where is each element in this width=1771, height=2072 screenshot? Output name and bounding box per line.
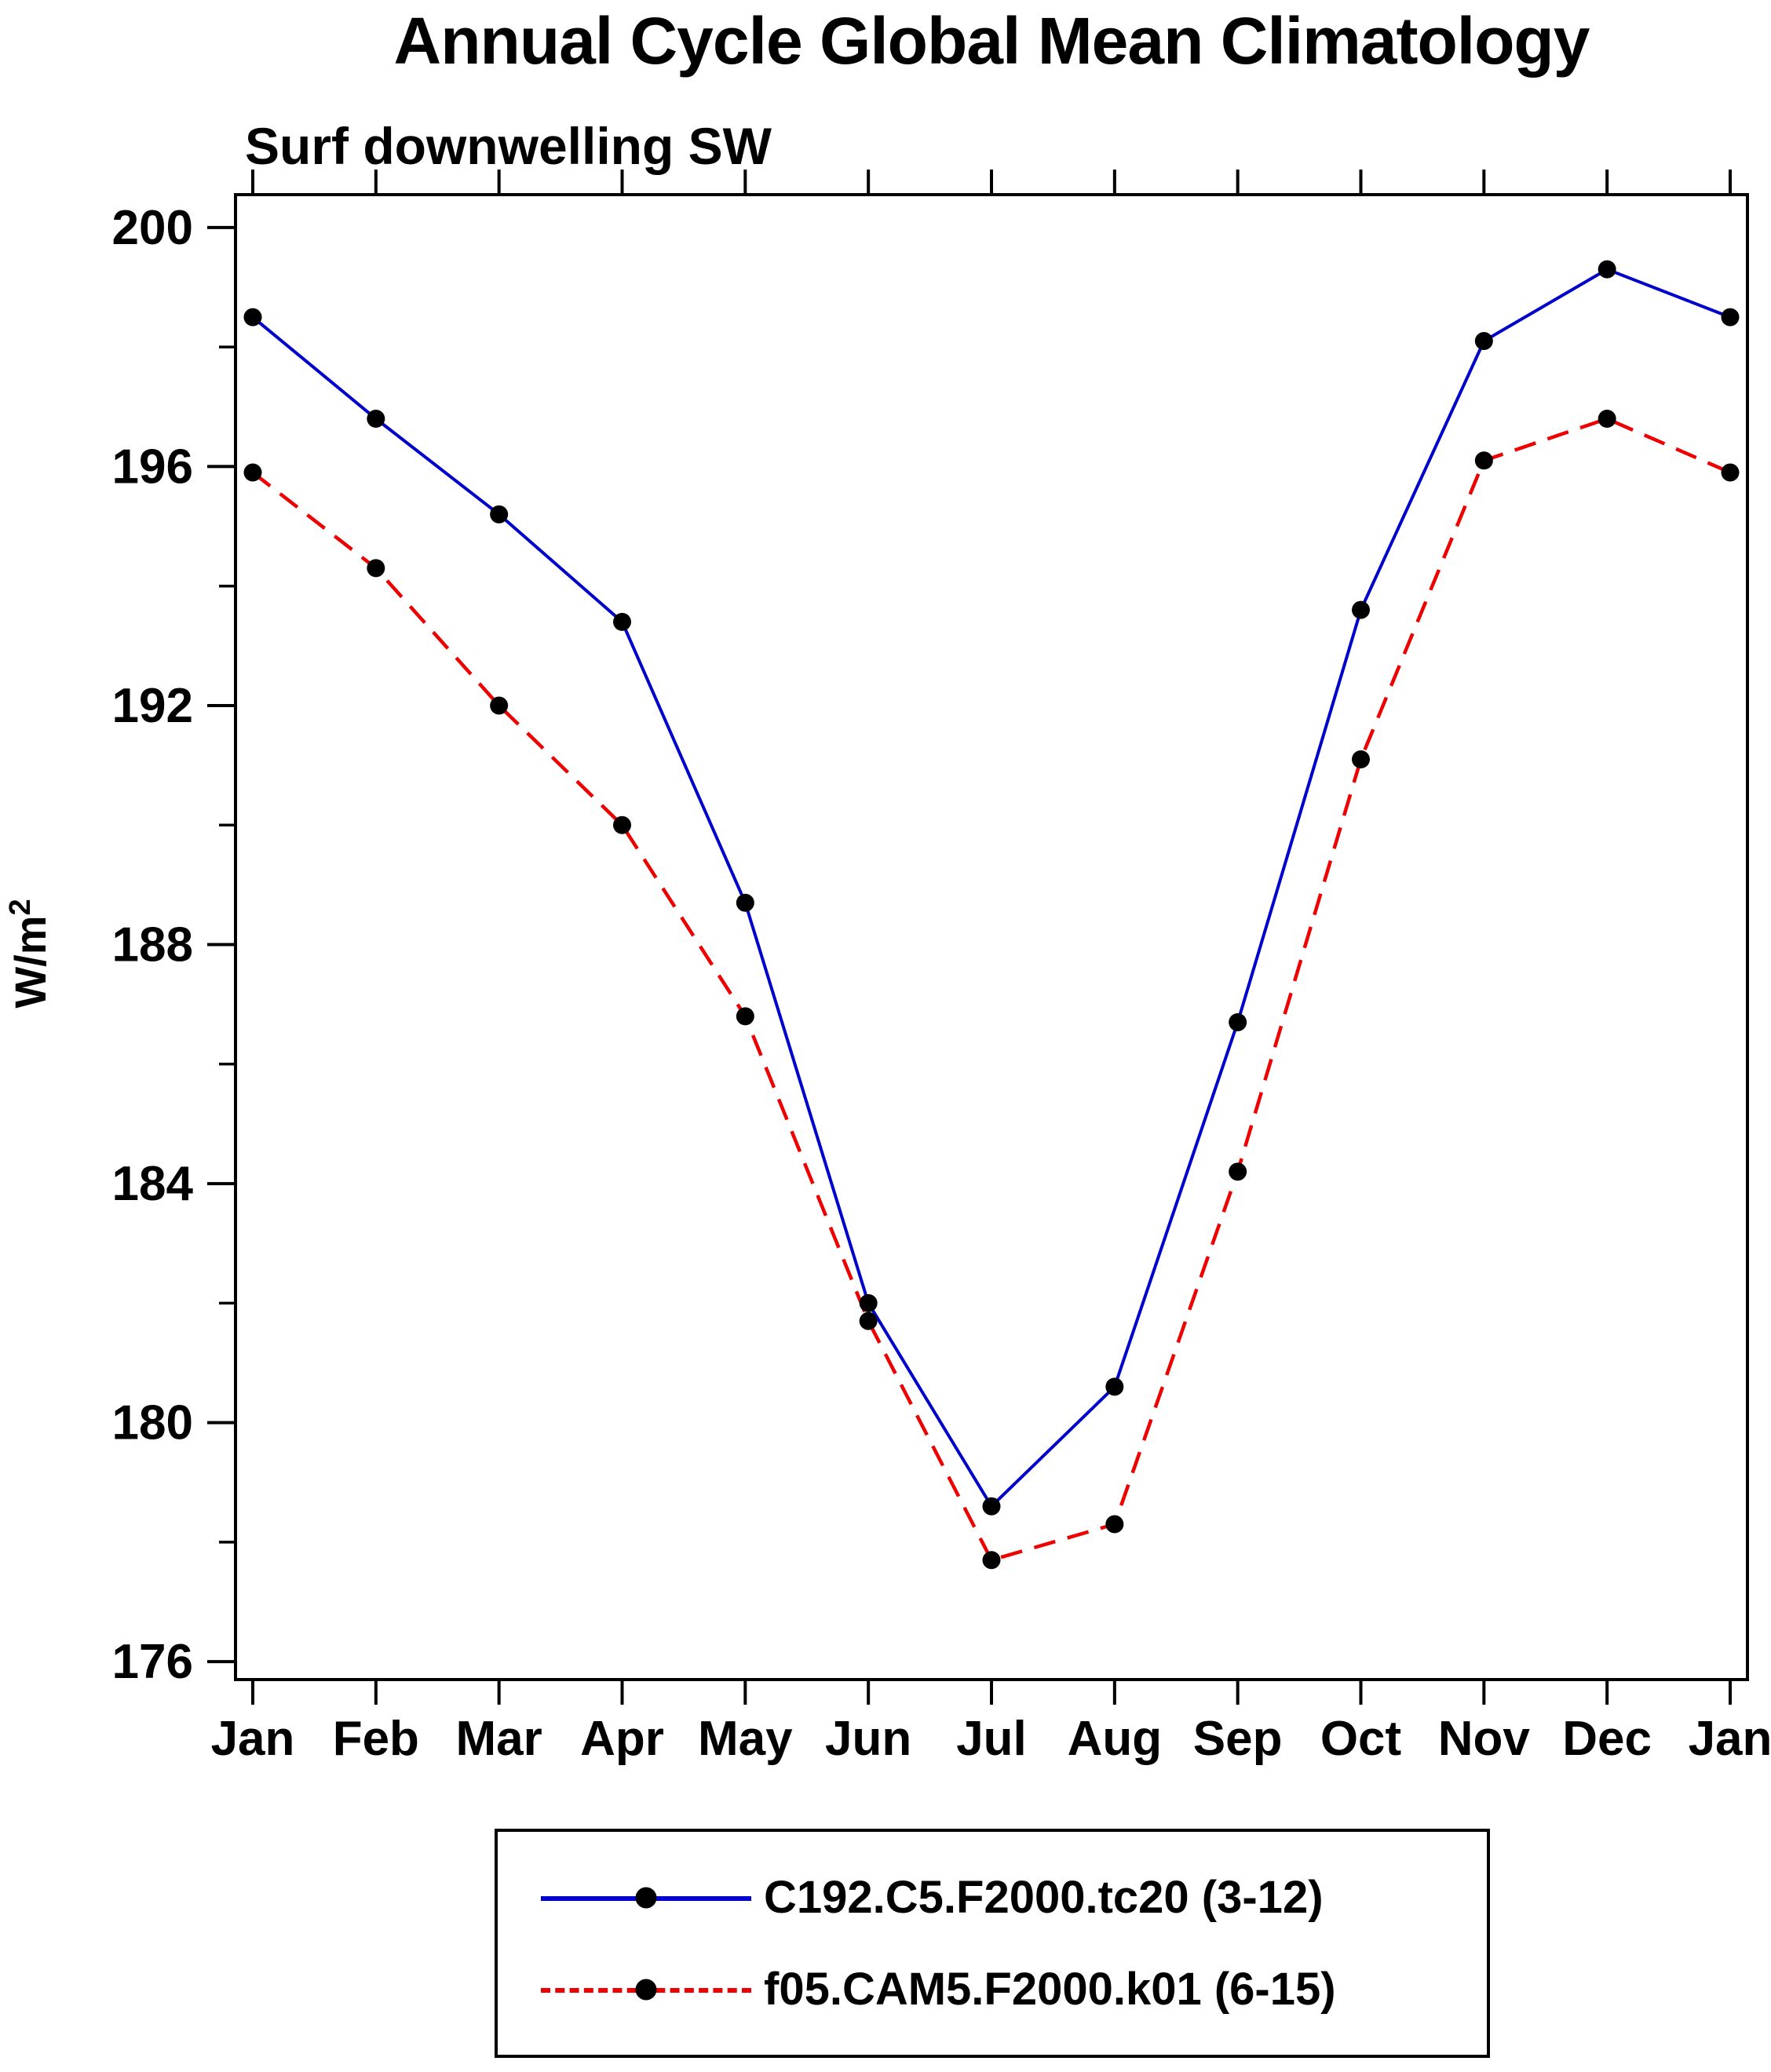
- chart-title: Annual Cycle Global Mean Climatology: [393, 4, 1590, 78]
- legend-marker-dot-icon: [635, 1887, 657, 1908]
- x-tick-label: Aug: [1068, 1712, 1163, 1766]
- data-point-marker-0: [1474, 332, 1493, 351]
- data-point-marker-0: [490, 505, 509, 523]
- y-tick-label: 180: [112, 1396, 193, 1450]
- legend-entry-2-label: f05.CAM5.F2000.k01 (6-15): [764, 1964, 1336, 2015]
- data-point-marker-1: [736, 1007, 754, 1026]
- data-point-marker-0: [367, 410, 385, 429]
- legend-dashed-line-sample: [541, 1977, 751, 2002]
- legend-entry-series-1: C192.C5.F2000.tc20 (3-12): [541, 1871, 1487, 1924]
- data-point-marker-0: [1229, 1012, 1247, 1031]
- data-point-marker-1: [367, 559, 385, 578]
- data-point-marker-1: [859, 1311, 878, 1330]
- x-tick-label: Jul: [956, 1712, 1027, 1766]
- data-point-marker-0: [1352, 600, 1370, 619]
- data-point-marker-0: [736, 893, 754, 912]
- x-tick-label: Jun: [825, 1712, 911, 1766]
- x-tick-label: Sep: [1193, 1712, 1283, 1766]
- data-point-marker-1: [982, 1551, 1001, 1570]
- data-point-marker-0: [982, 1497, 1001, 1516]
- data-point-marker-1: [1474, 451, 1493, 470]
- data-point-marker-1: [1105, 1515, 1124, 1534]
- x-tick-label: Mar: [456, 1712, 542, 1766]
- x-tick-label: Jan: [1689, 1712, 1771, 1766]
- data-point-marker-0: [243, 308, 262, 326]
- data-point-marker-1: [613, 815, 631, 834]
- legend-entry-series-2: f05.CAM5.F2000.k01 (6-15): [541, 1963, 1487, 2015]
- x-tick-label: Jan: [211, 1712, 295, 1766]
- x-tick-label: Dec: [1562, 1712, 1652, 1766]
- data-point-marker-1: [490, 696, 509, 715]
- x-tick-label: May: [698, 1712, 793, 1766]
- series-line-0: [251, 267, 1731, 1509]
- data-point-marker-0: [1598, 260, 1616, 279]
- data-point-marker-0: [859, 1293, 878, 1312]
- x-tick-label: Nov: [1438, 1712, 1531, 1766]
- data-point-marker-0: [1105, 1377, 1124, 1396]
- y-tick-label: 184: [112, 1157, 194, 1211]
- y-tick-label: 196: [112, 440, 193, 494]
- data-point-marker-1: [1721, 463, 1740, 482]
- legend: C192.C5.F2000.tc20 (3-12) f05.CAM5.F2000…: [495, 1829, 1490, 2058]
- legend-marker-dot-icon: [635, 1979, 657, 2000]
- data-point-marker-0: [1721, 308, 1740, 326]
- x-tick-label: Oct: [1320, 1712, 1401, 1766]
- y-tick-label: 200: [112, 201, 193, 255]
- x-tick-label: Apr: [580, 1712, 664, 1766]
- y-axis-label: W/m2: [4, 899, 55, 1008]
- y-tick-label: 188: [112, 918, 193, 972]
- y-tick-label: 176: [112, 1635, 193, 1689]
- series-line-1: [251, 417, 1731, 1563]
- plot-frame: [234, 193, 1749, 1681]
- chart-subtitle: Surf downwelling SW: [245, 117, 772, 175]
- data-point-marker-1: [1598, 410, 1616, 429]
- data-point-marker-1: [243, 463, 262, 482]
- y-tick-label: 192: [112, 679, 193, 733]
- x-tick-label: Feb: [333, 1712, 419, 1766]
- data-point-marker-1: [1352, 750, 1370, 768]
- data-point-marker-0: [613, 612, 631, 631]
- legend-entry-1-label: C192.C5.F2000.tc20 (3-12): [764, 1872, 1324, 1923]
- data-point-marker-1: [1229, 1162, 1247, 1181]
- legend-solid-line-sample: [541, 1885, 751, 1910]
